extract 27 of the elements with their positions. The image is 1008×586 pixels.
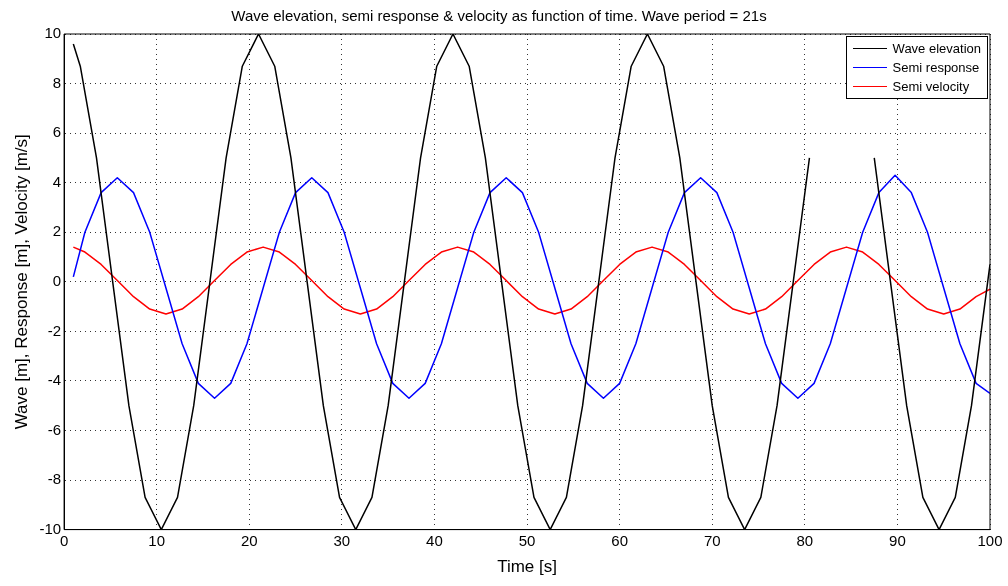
y-tick-label: -6 [47,420,62,438]
x-tick-label: 10 [148,531,166,549]
x-tick-label: 40 [426,531,443,549]
y-tick-label: 0 [52,271,62,289]
x-tick-label: 50 [518,531,536,549]
x-tick-label: 30 [333,531,351,549]
y-tick-label: 8 [52,73,62,91]
y-tick-label: -4 [47,371,62,389]
x-tick-label: 70 [703,531,721,549]
x-tick-label: 100 [977,531,1003,549]
x-tick-label: 60 [611,531,628,549]
legend-label: Wave elevation [892,41,981,56]
y-tick-label: 10 [44,24,62,42]
legend-label: Semi velocity [892,79,970,94]
y-tick-label: -2 [47,321,62,339]
legend-label: Semi response [892,60,980,75]
y-axis-title: Wave [m], Response [m], Velocity [m/s] [11,134,31,430]
y-tick-label: 4 [52,172,62,190]
x-tick-label: 80 [796,531,814,549]
chart-title: Wave elevation, semi response & velocity as function of time. Wave period = 21s [231,7,767,25]
x-axis-title: Time [s] [497,557,557,577]
y-tick-label: -8 [47,470,62,488]
y-tick-label: 2 [52,222,62,240]
y-tick-label: -10 [39,519,62,537]
y-tick-label: 6 [52,123,62,141]
x-tick-label: 90 [889,531,906,549]
x-tick-label: 20 [240,531,258,549]
